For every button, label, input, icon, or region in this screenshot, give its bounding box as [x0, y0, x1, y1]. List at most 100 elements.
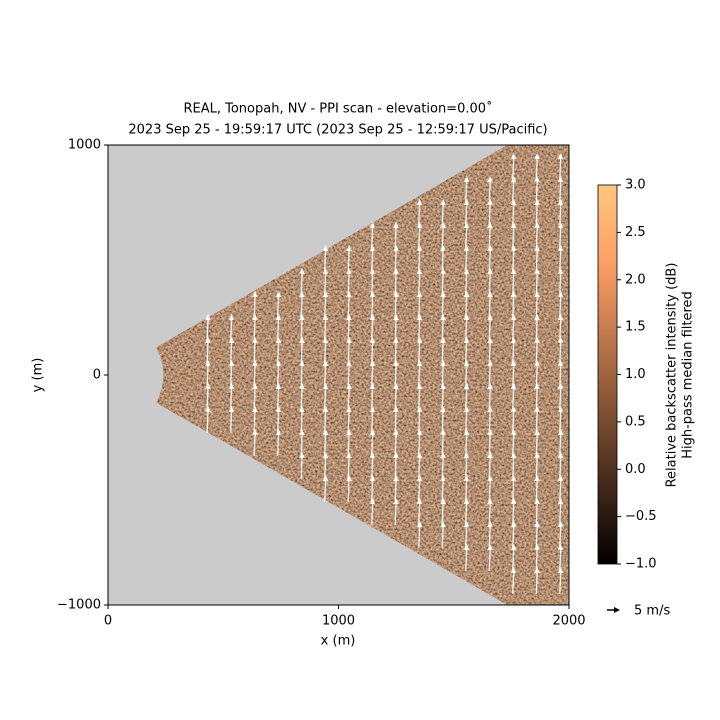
wind-arrow	[371, 247, 374, 273]
colorbar-tick-label: 0.5	[625, 414, 646, 429]
wind-arrow-head	[346, 337, 352, 343]
wind-arrow	[535, 500, 538, 526]
wind-arrow	[324, 454, 327, 480]
wind-arrow-head	[440, 452, 446, 458]
wind-arrow	[512, 362, 515, 388]
wind-arrow	[230, 316, 233, 342]
wind-arrow-head	[322, 383, 329, 389]
wind-arrow-head	[487, 383, 493, 389]
wind-arrow	[535, 385, 538, 411]
wind-arrow	[253, 385, 256, 411]
wind-arrow	[535, 155, 538, 181]
wind-arrow-head	[393, 245, 399, 251]
wind-arrow-head	[487, 475, 493, 481]
wind-arrow-head	[463, 337, 470, 343]
wind-arrow-head	[205, 406, 211, 412]
wind-arrow	[418, 362, 421, 388]
wind-arrow	[371, 224, 374, 250]
wind-arrow	[465, 362, 468, 388]
wind-arrow-head	[369, 383, 376, 389]
wind-arrow	[347, 477, 350, 503]
wind-arrow-head	[252, 383, 258, 389]
wind-arrow-head	[346, 268, 352, 274]
wind-arrow-head	[557, 383, 564, 389]
wind-arrow-head	[393, 268, 399, 274]
wind-arrow-head	[393, 475, 399, 481]
wind-arrow	[418, 270, 421, 296]
wind-arrow-head	[534, 360, 540, 366]
wind-arrow-head	[557, 406, 564, 412]
wind-arrow-head	[299, 314, 305, 320]
wind-arrow-head	[369, 314, 376, 320]
wind-arrow	[277, 385, 280, 411]
wind-arrow	[230, 339, 233, 365]
wind-arrow	[559, 293, 562, 319]
wind-arrow-head	[369, 291, 376, 297]
wind-arrow-head	[463, 268, 470, 274]
wind-arrow	[512, 523, 515, 549]
wind-arrow	[465, 293, 468, 319]
wind-arrow-head	[487, 222, 493, 228]
wind-arrow	[347, 431, 350, 457]
wind-arrow	[324, 316, 327, 342]
wind-arrow-head	[299, 429, 305, 435]
wind-arrow-head	[510, 291, 517, 297]
wind-arrow-head	[557, 360, 564, 366]
wind-arrow-head	[534, 475, 540, 481]
colorbar-label: Relative backscatter intensity (dB)	[665, 263, 680, 488]
wind-arrow	[535, 178, 538, 204]
wind-arrow	[324, 362, 327, 388]
wind-arrow	[559, 316, 562, 342]
wind-arrow	[371, 316, 374, 342]
wind-arrow-head	[299, 291, 305, 297]
wind-arrow	[441, 224, 444, 250]
wind-arrow	[535, 362, 538, 388]
wind-arrow-head	[416, 429, 423, 435]
wind-arrow-head	[440, 429, 446, 435]
wind-arrow-head	[534, 268, 540, 274]
scan-field	[155, 145, 569, 605]
wind-arrow	[535, 454, 538, 480]
wind-arrow-head	[557, 176, 564, 182]
wind-arrow-head	[322, 337, 329, 343]
wind-arrow-head	[463, 406, 470, 412]
wind-arrow-head	[510, 498, 517, 504]
wind-arrow	[324, 293, 327, 319]
wind-arrow-head	[205, 383, 211, 389]
wind-arrow-head	[510, 429, 517, 435]
wind-arrow	[394, 270, 397, 296]
wind-arrow-head	[440, 245, 446, 251]
wind-arrow	[347, 293, 350, 319]
wind-arrow	[488, 178, 491, 204]
wind-arrow	[394, 316, 397, 342]
wind-arrow-head	[416, 291, 423, 297]
wind-arrow-head	[534, 176, 540, 182]
wind-arrow-head	[440, 521, 446, 527]
wind-arrow-head	[534, 567, 540, 573]
wind-arrow	[371, 293, 374, 319]
wind-arrow-head	[416, 406, 423, 412]
wind-arrow	[371, 477, 374, 503]
wind-arrow-head	[416, 222, 423, 228]
wind-arrow	[253, 408, 256, 434]
wind-arrow	[559, 155, 562, 181]
wind-arrow-head	[510, 383, 517, 389]
wind-arrow	[418, 224, 421, 250]
wind-arrow	[465, 546, 468, 572]
wind-arrow-head	[416, 475, 423, 481]
wind-arrow-head	[275, 406, 282, 412]
wind-arrow	[441, 362, 444, 388]
wind-arrow	[512, 569, 515, 595]
wind-arrow	[441, 523, 444, 549]
wind-arrow	[418, 477, 421, 503]
wind-arrow	[441, 339, 444, 365]
wind-arrow	[253, 316, 256, 342]
wind-arrow	[465, 500, 468, 526]
wind-arrow	[418, 523, 421, 549]
wind-arrow	[300, 316, 303, 342]
y-tick-label: −1000	[57, 598, 101, 613]
wind-arrow-head	[299, 383, 305, 389]
colorbar-label: High-pass median filtered	[681, 291, 696, 459]
wind-arrow	[394, 293, 397, 319]
wind-arrow-head	[557, 521, 564, 527]
